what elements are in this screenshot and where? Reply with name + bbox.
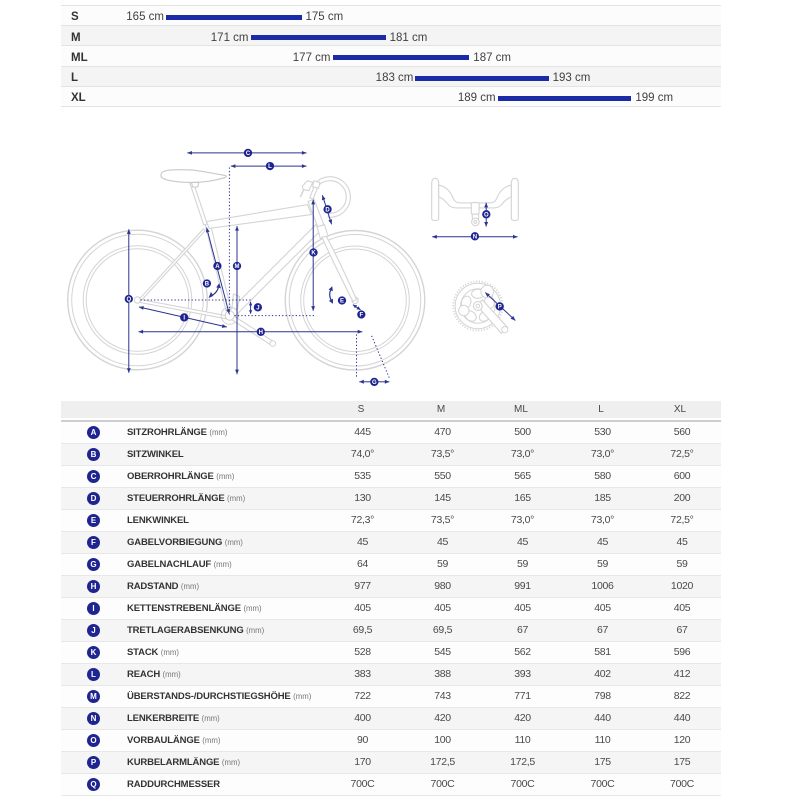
svg-text:F: F [359, 313, 363, 319]
svg-text:N: N [473, 234, 477, 240]
svg-text:L: L [268, 164, 272, 170]
svg-text:B: B [205, 282, 210, 288]
svg-text:I: I [183, 316, 185, 322]
svg-text:H: H [259, 330, 263, 336]
svg-text:G: G [372, 380, 377, 386]
svg-text:C: C [246, 151, 251, 157]
svg-text:M: M [235, 264, 240, 270]
svg-text:K: K [311, 251, 316, 257]
svg-text:O: O [484, 212, 489, 218]
svg-text:E: E [340, 299, 344, 305]
svg-text:J: J [256, 305, 259, 311]
svg-text:D: D [325, 207, 330, 213]
svg-text:A: A [215, 264, 220, 270]
svg-text:Q: Q [126, 297, 131, 303]
svg-text:P: P [498, 305, 502, 311]
